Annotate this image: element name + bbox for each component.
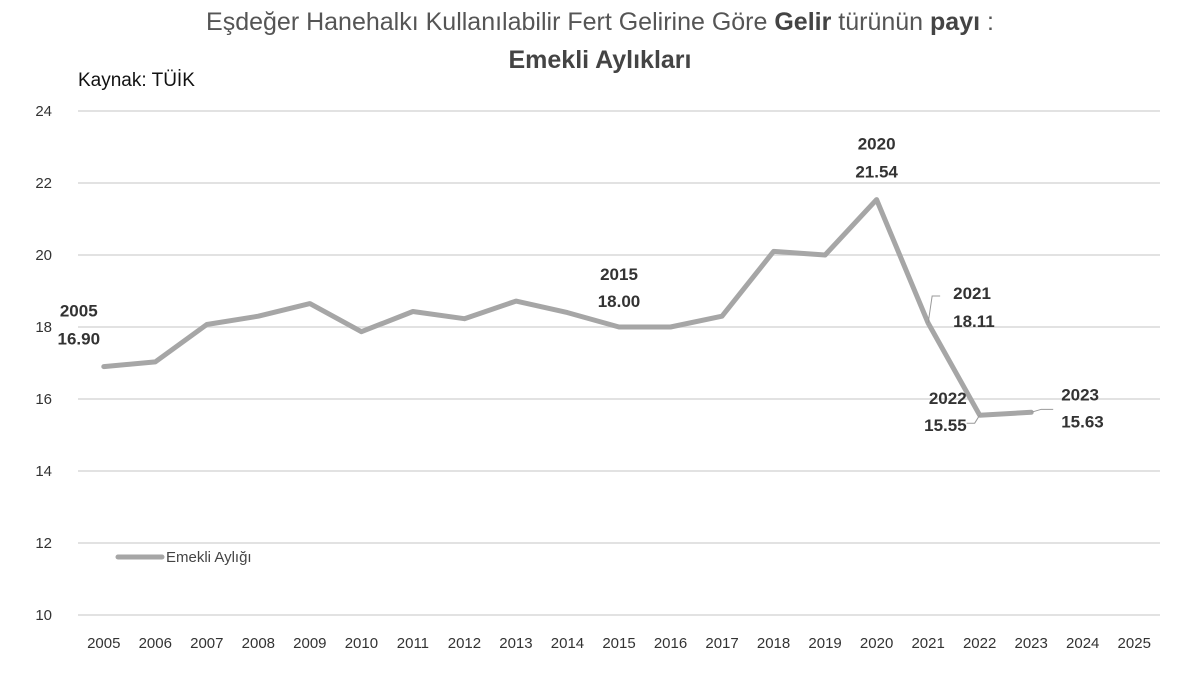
y-tick-label: 22: [35, 175, 52, 192]
y-tick-label: 16: [35, 391, 52, 408]
legend-label: Emekli Aylığı: [166, 549, 252, 566]
x-tick-label: 2016: [654, 635, 687, 652]
y-tick-label: 18: [35, 319, 52, 336]
y-axis: 10 12 14 16 18 20 22 24: [35, 103, 52, 624]
leader-line: [966, 414, 981, 424]
x-tick-label: 2025: [1118, 635, 1151, 652]
x-tick-label: 2012: [448, 635, 481, 652]
y-tick-label: 10: [35, 607, 52, 624]
series: [101, 197, 1034, 418]
data-label-year: 2015: [600, 265, 638, 284]
x-tick-label: 2008: [242, 635, 275, 652]
data-label-year: 2005: [60, 302, 98, 321]
source-label: Kaynak: TÜİK: [78, 70, 195, 91]
chart-subtitle: Emekli Aylıkları: [508, 46, 692, 74]
x-tick-label: 2017: [705, 635, 738, 652]
leader-line: [1031, 408, 1054, 413]
x-axis: 2005 2006 2007 2008 2009 2010 2011 2012 2013 2014…: [87, 635, 1151, 652]
x-tick-label: 2018: [757, 635, 790, 652]
x-tick-label: 2013: [499, 635, 532, 652]
x-tick-label: 2014: [551, 635, 584, 652]
x-tick-label: 2015: [602, 635, 635, 652]
x-tick-label: 2009: [293, 635, 326, 652]
chart-title: Eşdeğer Hanehalkı Kullanılabilir Fert Ge…: [0, 8, 1200, 37]
x-tick-label: 2010: [345, 635, 378, 652]
x-tick-label: 2006: [139, 635, 172, 652]
x-tick-label: 2005: [87, 635, 120, 652]
data-label-year: 2023: [1061, 385, 1099, 404]
data-label-value: 18.00: [598, 292, 641, 311]
title-part: Eşdeğer Hanehalkı Kullanılabilir Fert Ge…: [206, 8, 775, 36]
data-label-value: 16.90: [57, 330, 100, 349]
x-tick-label: 2022: [963, 635, 996, 652]
x-tick-label: 2020: [860, 635, 893, 652]
x-tick-label: 2024: [1066, 635, 1099, 652]
x-tick-label: 2019: [808, 635, 841, 652]
x-tick-label: 2023: [1015, 635, 1048, 652]
data-label-value: 18.11: [953, 312, 995, 331]
grid-lines: [78, 110, 1160, 616]
data-label-year: 2022: [929, 389, 967, 408]
data-label-value: 15.55: [924, 416, 967, 435]
y-tick-label: 20: [35, 247, 52, 264]
data-label-value: 15.63: [1061, 412, 1104, 431]
data-label-year: 2021: [953, 284, 991, 303]
title-bold-gelir: Gelir: [774, 8, 832, 36]
y-tick-label: 12: [35, 535, 52, 552]
title-part: :: [980, 8, 994, 36]
data-label-value: 21.54: [855, 163, 898, 182]
y-tick-label: 24: [35, 103, 52, 120]
series-line-emekli-ayligi: [101, 197, 1034, 418]
x-tick-label: 2021: [911, 635, 944, 652]
annotations: 2005 16.90 2015 18.00 2020 21.54 2021 18.11 2022…: [57, 135, 1103, 436]
x-tick-label: 2011: [397, 635, 429, 652]
leader-line: [927, 295, 941, 324]
title-part: türünün: [831, 8, 931, 36]
title-bold-payi: payı: [930, 8, 981, 36]
x-tick-label: 2007: [190, 635, 223, 652]
legend: Emekli Aylığı: [115, 549, 252, 566]
data-label-year: 2020: [858, 135, 896, 154]
y-tick-label: 14: [35, 463, 52, 480]
